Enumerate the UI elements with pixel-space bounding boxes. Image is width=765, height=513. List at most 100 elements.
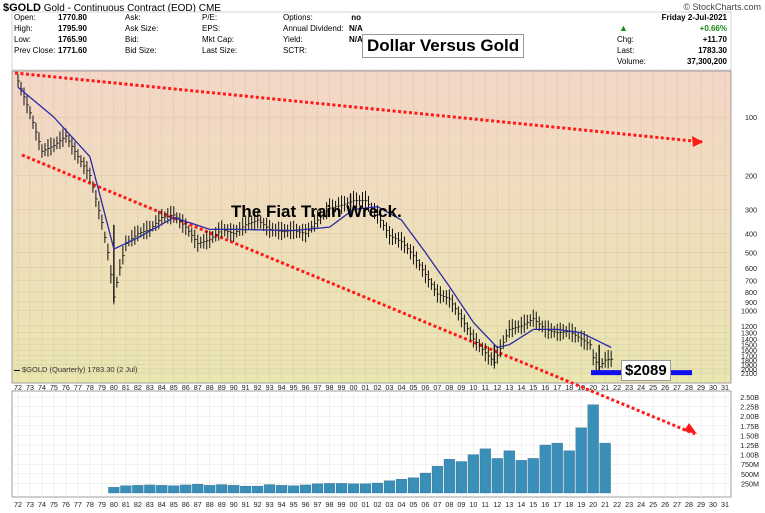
volume-bar bbox=[407, 477, 419, 494]
quote-row: Prev Close: 1771.60 bbox=[14, 46, 87, 55]
x-tick-label: 20 bbox=[589, 383, 597, 392]
volume-bar bbox=[312, 483, 324, 494]
volume-bar bbox=[216, 484, 228, 494]
x-tick-label: 28 bbox=[685, 500, 693, 509]
x-tick-label: 94 bbox=[278, 500, 286, 509]
x-tick-label: 86 bbox=[182, 383, 190, 392]
volume-bar bbox=[527, 458, 539, 494]
y-tick-label: 1500 bbox=[741, 341, 757, 350]
x-tick-label: 91 bbox=[242, 500, 250, 509]
x-tick-label: 25 bbox=[649, 500, 657, 509]
volume-bar bbox=[252, 485, 264, 494]
y-tick-label: 2000 bbox=[741, 365, 757, 374]
x-tick-label: 08 bbox=[445, 383, 453, 392]
x-tick-label: 89 bbox=[218, 383, 226, 392]
x-tick-label: 30 bbox=[709, 383, 717, 392]
x-tick-label: 08 bbox=[445, 500, 453, 509]
volume-bar bbox=[300, 484, 312, 494]
x-tick-label: 90 bbox=[230, 383, 238, 392]
x-tick-label: 09 bbox=[457, 500, 465, 509]
volume-bar bbox=[419, 472, 431, 494]
volume-bar bbox=[168, 485, 180, 494]
x-tick-label: 95 bbox=[290, 500, 298, 509]
volume-tick-label: 1.25B bbox=[740, 441, 759, 450]
volume-bar bbox=[551, 442, 563, 494]
quote-row: Low: 1765.90 bbox=[14, 35, 87, 44]
volume-bar bbox=[156, 485, 168, 494]
y-tick-label: 400 bbox=[745, 230, 757, 239]
x-tick-label: 81 bbox=[122, 383, 130, 392]
volume-bar bbox=[288, 485, 300, 494]
x-tick-label: 82 bbox=[134, 500, 142, 509]
volume-bar bbox=[539, 444, 551, 494]
y-tick-label: 1900 bbox=[741, 361, 757, 370]
x-tick-label: 97 bbox=[314, 500, 322, 509]
x-tick-label: 16 bbox=[541, 500, 549, 509]
x-tick-label: 04 bbox=[397, 383, 405, 392]
volume-bar bbox=[467, 454, 479, 494]
y-tick-label: 1300 bbox=[741, 329, 757, 338]
quote-row: Open: 1770.80 bbox=[14, 13, 87, 22]
x-tick-label: 25 bbox=[649, 383, 657, 392]
x-tick-label: 14 bbox=[517, 383, 525, 392]
x-tick-label: 17 bbox=[553, 500, 561, 509]
x-tick-label: 74 bbox=[38, 500, 46, 509]
x-tick-label: 18 bbox=[565, 383, 573, 392]
x-tick-label: 88 bbox=[206, 500, 214, 509]
x-tick-label: 84 bbox=[158, 500, 166, 509]
x-tick-label: 15 bbox=[529, 500, 537, 509]
x-tick-label: 93 bbox=[266, 383, 274, 392]
x-tick-label: 87 bbox=[194, 500, 202, 509]
x-tick-label: 22 bbox=[613, 500, 621, 509]
x-tick-label: 84 bbox=[158, 383, 166, 392]
x-tick-label: 00 bbox=[350, 383, 358, 392]
change-percent: +0.66% bbox=[699, 24, 727, 33]
volume-bar bbox=[455, 461, 467, 494]
x-tick-label: 09 bbox=[457, 383, 465, 392]
x-tick-label: 11 bbox=[482, 500, 489, 509]
x-tick-label: 22 bbox=[613, 383, 621, 392]
x-tick-label: 86 bbox=[182, 500, 190, 509]
x-tick-label: 18 bbox=[565, 500, 573, 509]
x-tick-label: 31 bbox=[721, 383, 729, 392]
x-tick-label: 79 bbox=[98, 383, 106, 392]
volume-bar bbox=[587, 404, 599, 494]
x-tick-label: 26 bbox=[661, 500, 669, 509]
quote-mid2: P/E: EPS: Mkt Cap: Last Size: bbox=[202, 13, 238, 55]
y-tick-label: 1200 bbox=[741, 322, 757, 331]
x-tick-label: 20 bbox=[589, 500, 597, 509]
x-tick-label: 28 bbox=[685, 383, 693, 392]
x-tick-label: 23 bbox=[625, 500, 633, 509]
x-tick-label: 05 bbox=[409, 383, 417, 392]
volume-bar bbox=[443, 459, 455, 494]
trend-arrow-lower bbox=[684, 423, 697, 434]
x-tick-label: 24 bbox=[637, 500, 645, 509]
brand-label: © StockCharts.com bbox=[683, 2, 761, 12]
trend-arrow-upper bbox=[692, 136, 703, 147]
x-tick-label: 04 bbox=[397, 500, 405, 509]
x-tick-label: 07 bbox=[433, 500, 441, 509]
x-tick-label: 87 bbox=[194, 383, 202, 392]
x-tick-label: 12 bbox=[493, 383, 501, 392]
x-tick-label: 13 bbox=[505, 500, 513, 509]
volume-tick-label: 2.00B bbox=[740, 412, 759, 421]
x-tick-label: 77 bbox=[74, 500, 82, 509]
y-tick-label: 2100 bbox=[741, 369, 757, 378]
volume-bar bbox=[359, 483, 372, 494]
volume-bar bbox=[431, 465, 443, 494]
x-tick-label: 01 bbox=[362, 383, 370, 392]
x-tick-label: 14 bbox=[517, 500, 525, 509]
quote-right: Friday 2-Jul-2021 ▲ +0.66% Chg: +11.70 Las… bbox=[617, 13, 727, 66]
x-tick-label: 17 bbox=[553, 383, 561, 392]
y-tick-label: 800 bbox=[745, 288, 757, 297]
x-tick-label: 80 bbox=[110, 383, 118, 392]
volume-tick-label: 250M bbox=[741, 479, 759, 488]
x-tick-label: 75 bbox=[50, 383, 58, 392]
up-arrow-icon: ▲ bbox=[619, 23, 628, 33]
x-tick-label: 16 bbox=[541, 383, 549, 392]
x-tick-label: 27 bbox=[673, 383, 681, 392]
quote-left: Open: 1770.80 High: 1795.90 Low: 1765.90 Pr… bbox=[14, 12, 87, 56]
y-tick-label: 500 bbox=[745, 248, 757, 257]
quote-date: Friday 2-Jul-2021 bbox=[661, 13, 727, 22]
